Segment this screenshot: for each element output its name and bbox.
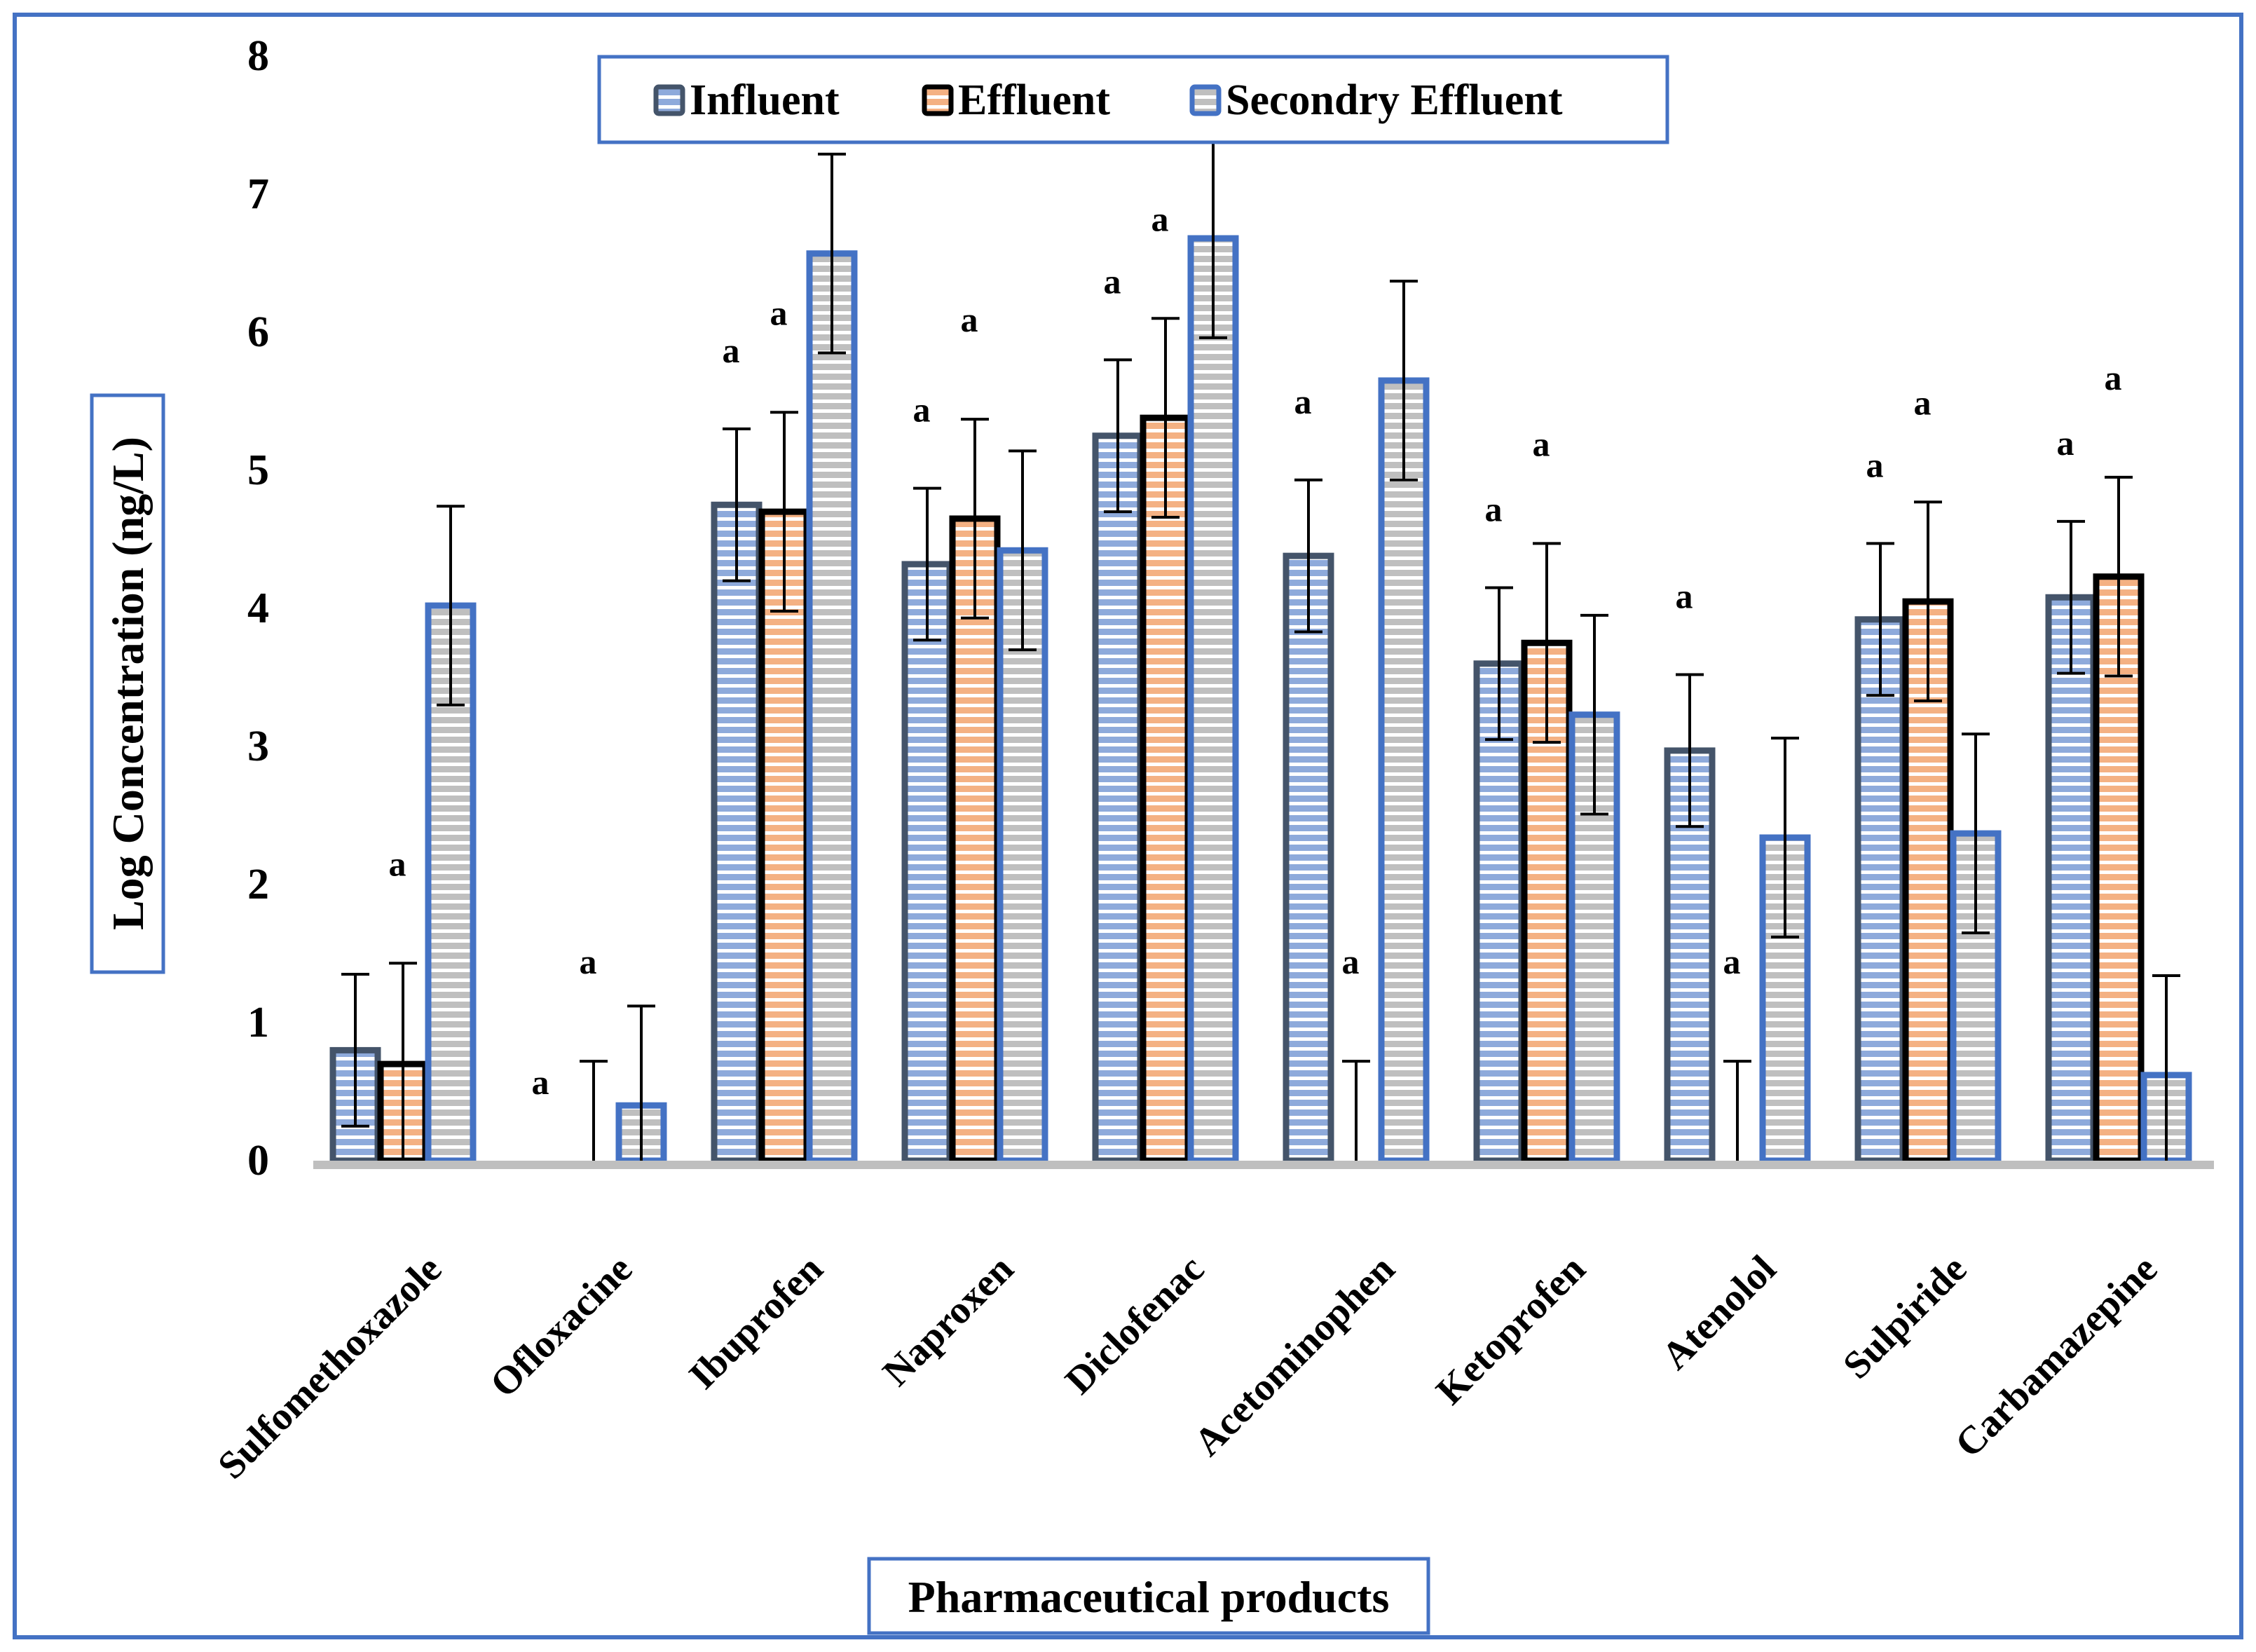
significance-label: a [532,1063,549,1102]
x-axis-title: Pharmaceutical products [908,1572,1390,1622]
bar-secondry-effluent [1378,377,1430,1164]
category-label: Ketoprofen [1428,1247,1594,1413]
error-bar [818,152,846,355]
y-tick-label: 0 [247,1137,269,1185]
y-tick-label: 2 [247,861,269,908]
bar-influent [711,501,763,1164]
error-bar [1485,586,1513,742]
legend-item: Secondry Effluent [1189,76,1563,124]
significance-label: a [2057,423,2074,463]
significance-label: a [1342,942,1360,981]
legend: Influent Effluent Secondry Effluent [597,55,1669,144]
legend-swatch [1189,84,1222,116]
bar-secondry-effluent [806,250,858,1164]
y-tick-label: 1 [247,999,269,1046]
significance-label: a [1104,261,1121,301]
legend-item: Influent [653,76,840,124]
category-label: Carbamazepine [1947,1247,2166,1466]
error-bar [1580,613,1608,816]
significance-label: a [1533,424,1550,463]
significance-label: a [1914,383,1932,422]
y-tick-label: 8 [247,32,269,80]
bar-influent [2045,594,2097,1164]
significance-label: a [770,293,788,332]
significance-label: a [1866,445,1884,484]
significance-label: a [389,844,406,883]
error-bar [1914,500,1942,702]
category-label: Sulfomethoxazole [210,1247,450,1487]
significance-label: a [1485,489,1503,528]
error-bar [1676,673,1704,828]
category-label: Atenolol [1653,1247,1784,1378]
category-label: Ibuprofen [681,1247,831,1398]
bar-influent [1283,552,1334,1164]
significance-label: a [723,331,740,370]
error-bar [2057,519,2085,675]
legend-label: Secondry Effluent [1226,76,1563,124]
significance-label: a [1676,577,1693,616]
legend-swatch [653,84,685,116]
y-tick-label: 6 [247,308,269,356]
bar-effluent [1140,414,1191,1164]
legend-item: Effluent [922,76,1110,124]
category-label: Acetominophen [1186,1247,1403,1464]
bar-influent [1092,432,1144,1164]
category-label: Naproxen [875,1247,1022,1394]
error-bar [341,973,369,1128]
error-bar [627,1004,655,1161]
error-bar [961,418,989,620]
error-bar [1723,1060,1751,1161]
category-labels: Sulfomethoxazole Ofloxacine Ibuprofen Napro… [210,1247,2166,1487]
error-bar [1294,478,1322,634]
error-bar [1866,542,1894,697]
error-bar [580,1060,608,1161]
bars [329,235,2192,1164]
error-bar [437,505,465,706]
error-bar [913,486,941,642]
significance-label: a [580,942,597,981]
bar-influent [901,561,953,1164]
y-axis-title: Log Concentration (ng/L) [103,437,153,930]
category-label: Ofloxacine [482,1247,641,1405]
legend-box [597,55,1669,144]
y-axis-title-box: Log Concentration (ng/L) [90,393,165,974]
significance-label: a [2105,358,2122,397]
significance-label: a [1723,942,1741,981]
error-bar [1771,737,1799,938]
error-bar [723,427,751,582]
error-bar [389,962,417,1161]
category-label: Diclofenac [1057,1247,1212,1402]
y-tick-label: 7 [247,170,269,218]
significance-label: a [1151,199,1169,238]
significance-label: a [1294,382,1312,421]
legend-label: Influent [690,76,840,124]
significance-label: a [913,390,931,430]
significance-label: a [961,300,978,339]
error-bar [1533,542,1561,744]
error-bar [1342,1060,1370,1161]
error-bars [341,137,2180,1161]
legend-label: Effluent [958,76,1110,124]
bar-influent [1473,660,1525,1164]
y-tick-label: 3 [247,723,269,770]
bar-secondry-effluent [1187,235,1239,1164]
y-tick-label: 4 [247,585,269,632]
y-tick-label: 5 [247,446,269,494]
error-bar [2152,974,2180,1161]
error-bar [1151,317,1180,519]
error-bar [1009,449,1037,652]
error-bar [1104,358,1132,514]
error-bar [2105,475,2133,678]
bar-influent [1854,616,1906,1164]
category-label: Sulpiride [1835,1247,1975,1387]
y-axis-ticks: 0 1 2 3 4 5 6 7 8 [247,32,269,1185]
error-bar [1962,732,1990,934]
x-axis-title-box: Pharmaceutical products [867,1557,1430,1635]
error-bar [770,411,798,613]
legend-swatch [922,84,954,116]
error-bar [1390,280,1418,482]
